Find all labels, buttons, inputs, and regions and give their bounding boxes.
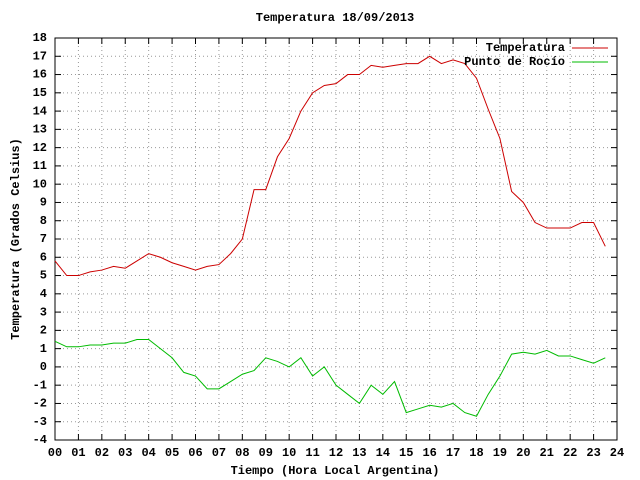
y-tick-label: -4	[33, 433, 47, 447]
legend-label: Temperatura	[486, 41, 565, 55]
y-tick-label: -1	[33, 378, 47, 392]
y-tick-label: 17	[33, 49, 47, 63]
x-tick-label: 03	[118, 446, 132, 460]
x-tick-label: 02	[95, 446, 109, 460]
y-tick-label: 12	[33, 141, 47, 155]
x-tick-label: 20	[516, 446, 530, 460]
legend-label: Punto de Rocío	[464, 55, 565, 69]
y-tick-label: -2	[33, 397, 47, 411]
x-tick-label: 19	[493, 446, 507, 460]
chart-title: Temperatura 18/09/2013	[256, 11, 414, 25]
y-tick-label: 0	[40, 360, 47, 374]
y-tick-label: -3	[33, 415, 47, 429]
y-tick-label: 13	[33, 123, 47, 137]
y-tick-label: 7	[40, 232, 47, 246]
series-line	[54, 339, 606, 417]
x-tick-label: 00	[48, 446, 62, 460]
y-tick-label: 6	[40, 250, 47, 264]
y-tick-label: 11	[33, 159, 47, 173]
x-tick-label: 16	[422, 446, 436, 460]
x-tick-label: 08	[235, 446, 249, 460]
y-tick-label: 9	[40, 196, 47, 210]
x-tick-label: 13	[352, 446, 366, 460]
plot-border	[54, 37, 618, 441]
x-tick-label: 15	[399, 446, 413, 460]
y-tick-label: 10	[33, 177, 47, 191]
x-tick-label: 05	[165, 446, 179, 460]
y-tick-label: 18	[33, 31, 47, 45]
y-axis-label: Temperatura (Grados Celsius)	[9, 138, 23, 340]
x-tick-label: 12	[329, 446, 343, 460]
x-tick-label: 07	[212, 446, 226, 460]
x-tick-label: 09	[259, 446, 273, 460]
x-tick-label: 06	[188, 446, 202, 460]
x-axis-label: Tiempo (Hora Local Argentina)	[231, 464, 440, 478]
y-tick-label: 5	[40, 269, 47, 283]
x-tick-label: 17	[446, 446, 460, 460]
x-tick-label: 24	[610, 446, 624, 460]
series-line	[54, 55, 606, 277]
x-tick-label: 18	[469, 446, 483, 460]
y-tick-label: 15	[33, 86, 47, 100]
y-tick-label: 8	[40, 214, 47, 228]
y-tick-label: 14	[33, 104, 47, 118]
y-tick-label: 16	[33, 68, 47, 82]
x-tick-label: 14	[376, 446, 390, 460]
x-tick-label: 01	[71, 446, 85, 460]
y-tick-label: 4	[40, 287, 47, 301]
x-tick-label: 23	[586, 446, 600, 460]
x-tick-label: 22	[563, 446, 577, 460]
x-tick-label: 04	[141, 446, 155, 460]
y-tick-label: 3	[40, 305, 47, 319]
y-tick-label: 1	[40, 342, 47, 356]
y-tick-label: 2	[40, 324, 47, 338]
x-tick-label: 21	[540, 446, 554, 460]
x-tick-label: 11	[305, 446, 319, 460]
x-tick-label: 10	[282, 446, 296, 460]
